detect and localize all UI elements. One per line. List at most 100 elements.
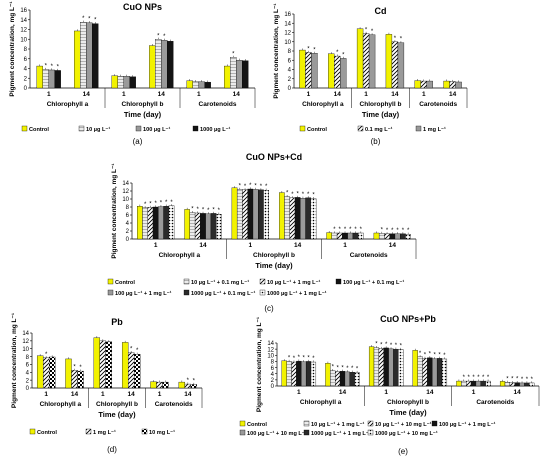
bar [398,349,404,387]
x-tick-label: 1 [47,91,51,98]
bar [391,41,399,89]
significance-mark: * [249,183,252,189]
x-tick-label: 1 [197,91,201,98]
bar [383,347,389,387]
significance-mark: * [487,375,490,381]
y-tick-label: 12 [122,189,129,195]
bar [427,357,433,387]
significance-mark: * [286,191,289,197]
y-axis-label: Pigment concentration, mg L⁻¹ [273,3,280,98]
y-axis-label: Pigment concentration, mg L⁻¹ [11,313,18,408]
bar [86,22,93,89]
legend-label: 1000 µg L⁻¹ + 10 mg L⁻¹ [375,430,438,437]
y-tick-label: 0 [126,237,130,243]
x-axis-label: Time (day) [389,408,427,417]
legend-swatch [21,125,28,132]
y-axis-label: Pigment concentration, mg L⁻¹ [256,317,263,412]
bar [48,356,56,389]
bar [178,381,186,389]
significance-mark: * [407,228,410,234]
chart-title: CuO NPs [123,2,162,12]
bar [93,337,101,389]
legend-label: 1 mg L⁻¹ [93,429,116,436]
significance-mark: * [144,202,147,208]
chart-panel-d: Pb 0 2 46 8 10 12 14 Pigment concentration, mg L… [11,313,203,454]
bar [385,34,393,89]
significance-mark: * [307,192,310,198]
chart-title: CuO NPs+Pb [380,314,436,324]
x-tick-label: 1 [343,242,347,249]
significance-mark: * [312,193,315,199]
y-tick-label: 4 [26,370,30,376]
bar [461,380,467,387]
significance-mark: * [333,227,336,233]
significance-mark: * [511,377,514,383]
legend-label: Control [115,280,135,286]
significance-mark: * [400,343,403,349]
significance-mark: * [130,347,133,353]
significance-mark: * [332,365,335,371]
bar [149,45,156,89]
bar [384,233,390,240]
bar [422,358,428,387]
significance-mark: * [429,352,432,358]
significance-mark: * [386,228,389,234]
bar [344,371,350,387]
legend-label: 100 µg L⁻¹ [143,126,170,133]
legend-label: Control [37,430,57,436]
significance-mark: * [232,51,235,57]
bar [236,60,243,89]
bar [236,189,243,240]
bar [334,55,341,89]
bar [186,80,193,89]
bar [163,206,170,240]
y-tick-label: 10 [122,197,129,203]
x-tick-label: 1 [101,391,105,398]
significance-mark: * [149,201,152,207]
bar [286,361,292,387]
bar [326,232,332,240]
bar [325,363,331,387]
bar [509,382,515,387]
significance-mark: * [400,37,403,43]
bar [231,187,238,240]
bar [189,212,196,240]
bar [74,30,81,89]
x-tick-label: 1 [44,391,48,398]
bar [441,358,448,387]
y-tick-label: 2 [24,76,28,82]
significance-mark: * [288,355,291,361]
bar [311,53,318,89]
y-tick-label: 6 [288,58,292,64]
legend-label: 10 µg L⁻¹ + 10 mg L⁻¹ [375,421,432,428]
significance-mark: * [391,228,394,234]
bar [161,40,168,89]
bar [475,380,481,387]
bar [470,380,477,387]
bar [397,42,405,89]
x-tick-label: 1 [297,389,301,396]
significance-mark: * [73,364,76,370]
significance-mark: * [344,227,347,233]
bar [529,382,535,387]
significance-mark: * [57,64,60,70]
significance-mark: * [375,342,378,348]
legend-swatch [415,125,422,132]
y-tick-label: 14 [267,341,274,347]
significance-mark: * [45,63,48,69]
legend-swatch [183,289,190,296]
x-tick-label: 14 [128,391,136,398]
y-tick-label: 4 [288,68,292,74]
bar [247,188,254,240]
significance-mark: * [187,378,190,384]
significance-mark: * [313,47,316,53]
y-tick-label: 4 [126,221,130,227]
x-tick-label: 14 [83,91,91,98]
y-tick-label: 2 [271,378,275,384]
bar [412,350,418,387]
x-tick-label: 1 [307,91,311,98]
significance-mark: * [395,343,398,349]
bar [368,34,376,89]
bar [417,356,423,387]
